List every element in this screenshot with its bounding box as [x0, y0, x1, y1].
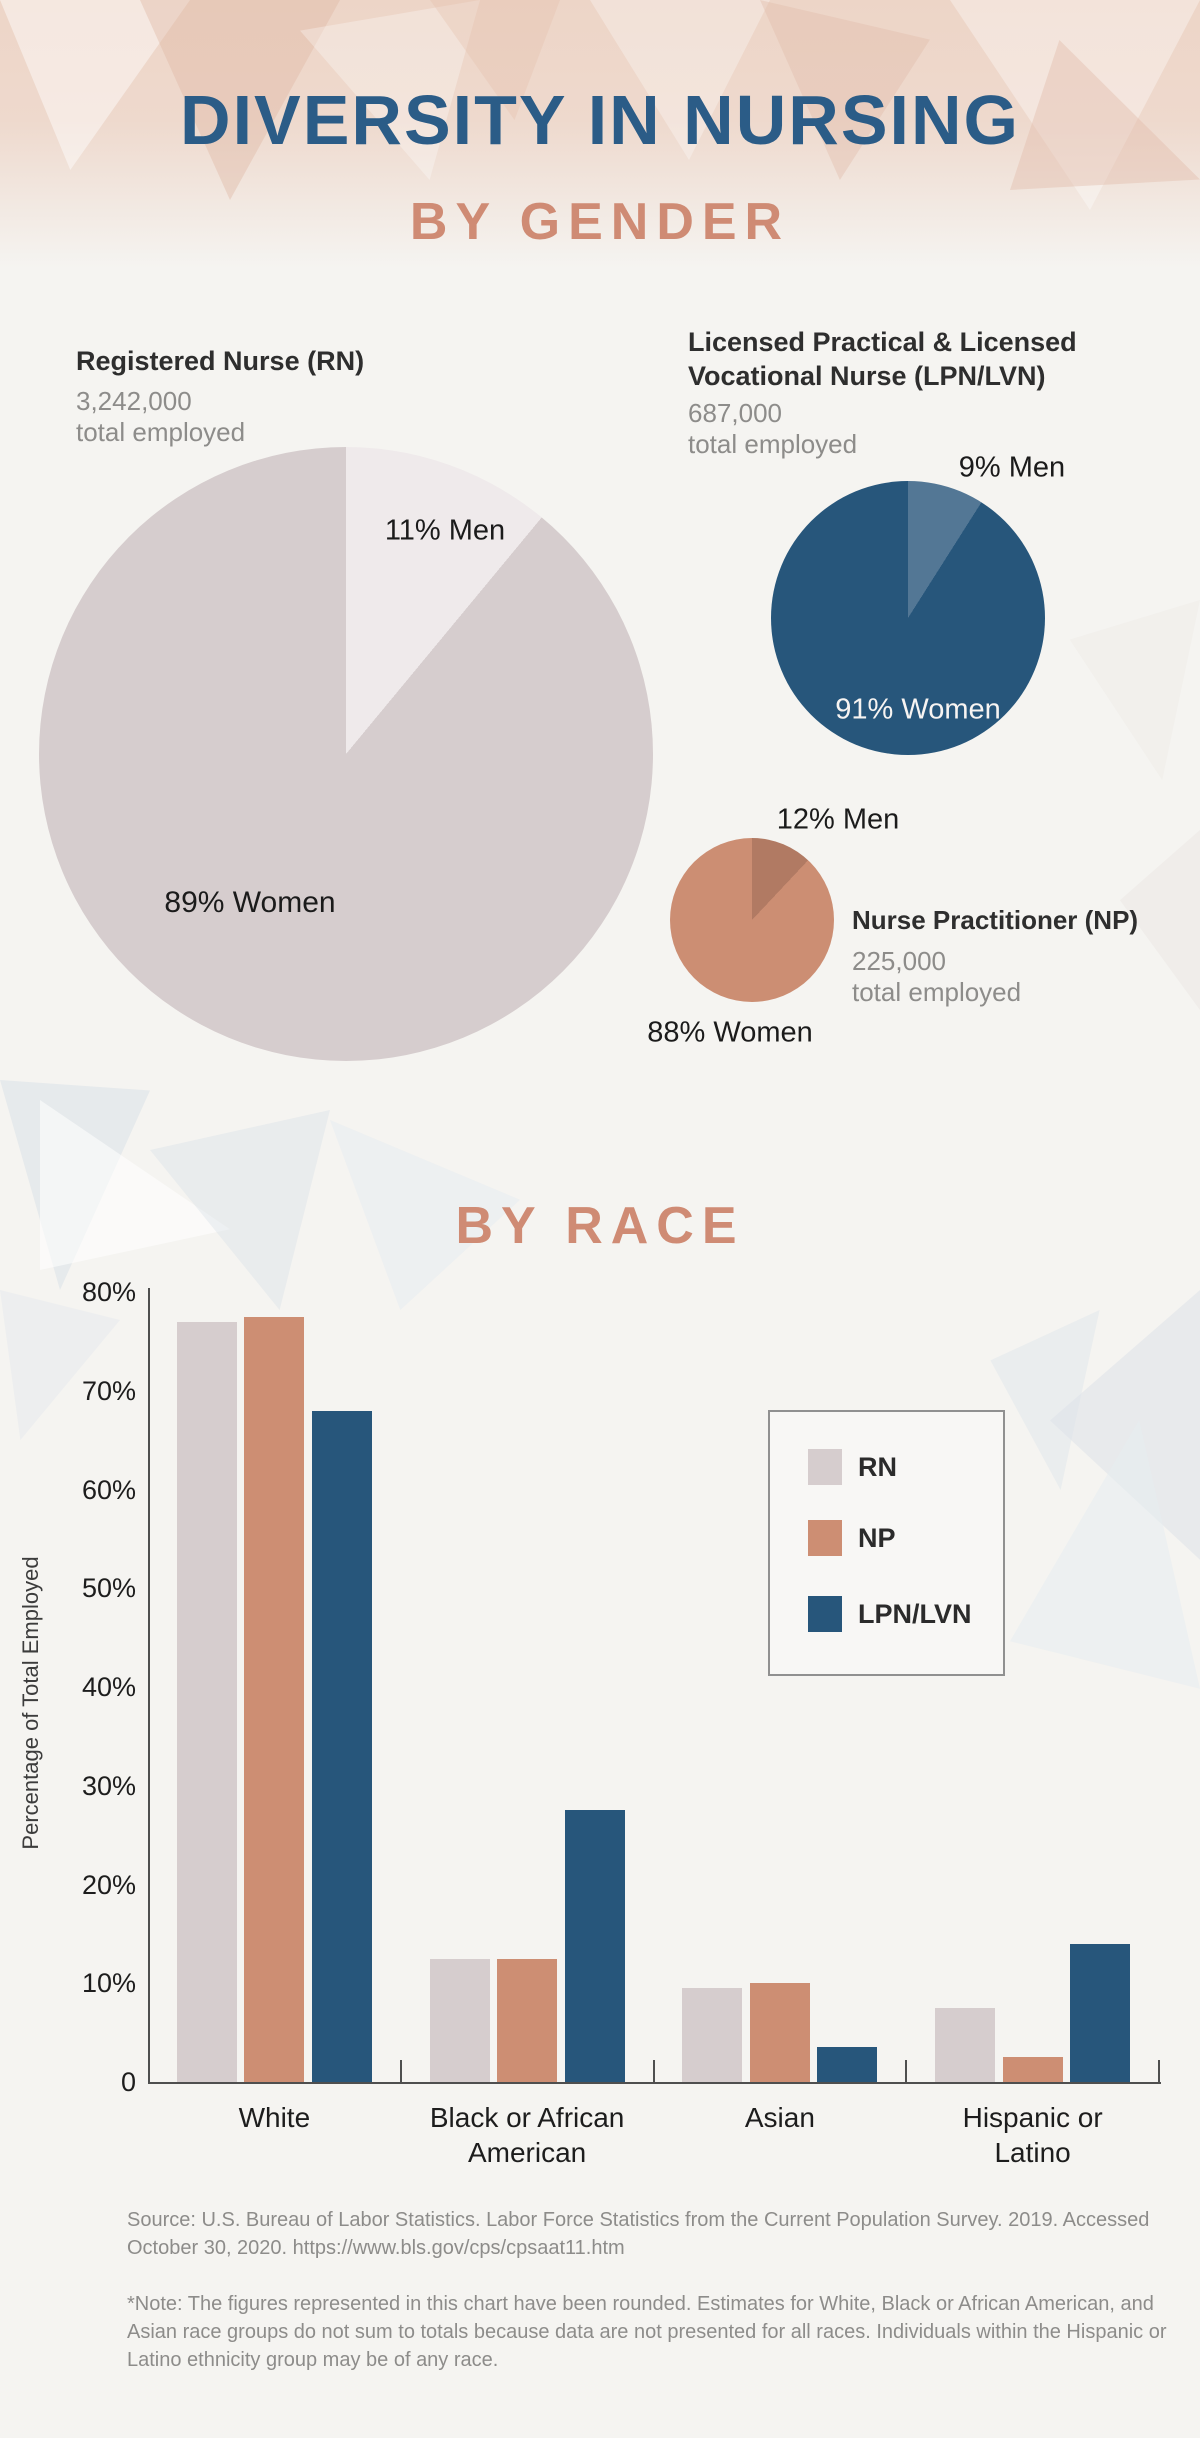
y-tick-label-40: 40% — [81, 1672, 136, 1702]
np-title: Nurse Practitioner (NP) — [852, 905, 1139, 935]
y-tick-label-10: 10% — [81, 1968, 136, 1999]
rn-total-employed: 3,242,000 — [76, 386, 192, 416]
bar-hispanic-or-latino-lpn-lvn — [1070, 1943, 1131, 2082]
lpn-title-line1: Licensed Practical & Licensed — [688, 327, 1077, 357]
source-citation: Source: U.S. Bureau of Labor Statistics.… — [127, 2209, 1150, 2259]
category-separator-tick — [905, 2060, 908, 2082]
category-separator-tick — [1158, 2060, 1160, 2082]
bar-white-rn — [176, 1321, 237, 2082]
rn-pie-chart — [39, 447, 653, 1061]
x-category-label-hispanic-or-latino: Hispanic or Latino — [962, 2102, 1103, 2168]
footnote: *Note: The figures represented in this c… — [127, 2293, 1167, 2371]
rn-women-label: 89% Women — [164, 886, 336, 919]
rn-men-label: 11% Men — [384, 514, 506, 547]
x-category-label-black-or-african-american: Black or African American — [429, 2102, 625, 2168]
lpn-legend-swatch — [808, 1596, 842, 1632]
lpn-total-employed: 687,000 — [688, 398, 782, 428]
category-separator-tick — [652, 2060, 655, 2082]
lpn-pie-chart — [771, 481, 1045, 755]
rn-legend-swatch — [808, 1449, 842, 1485]
np-men-label: 12% Men — [776, 803, 900, 836]
lpn-total-label: total employed — [688, 429, 858, 459]
y-tick-label-70: 70% — [81, 1375, 136, 1406]
lpn-women-label: 91% Women — [835, 693, 1001, 726]
y-tick-label-50: 50% — [81, 1573, 136, 1604]
bar-chart-y-axis — [148, 1288, 150, 2084]
y-tick-label-20: 20% — [81, 1869, 136, 1900]
y-tick-label-80: 80% — [81, 1277, 136, 1307]
legend-entry-rn: RN — [808, 1449, 897, 1485]
rn-legend-label: RN — [858, 1451, 897, 1482]
section-heading-by-race: BY RACE — [455, 1197, 745, 1255]
bar-asian-rn — [682, 1988, 743, 2082]
bar-asian-np — [749, 1983, 810, 2082]
bar-black-or-african-american-np — [497, 1958, 558, 2082]
bar-white-lpn-lvn — [311, 1410, 372, 2082]
lpn-title-line2: Vocational Nurse (LPN/LVN) — [688, 361, 1046, 391]
np-total-employed: 225,000 — [852, 946, 946, 976]
np-legend-swatch — [808, 1520, 842, 1556]
lpn-title: Licensed Practical & Licensed Vocational… — [688, 325, 1077, 393]
legend-entry-np: NP — [808, 1520, 896, 1556]
np-legend-label: NP — [858, 1522, 896, 1553]
np-pie-chart — [670, 838, 834, 1002]
bar-hispanic-or-latino-np — [1002, 2057, 1063, 2082]
bar-black-or-african-american-rn — [429, 1958, 490, 2082]
x-category-label-asian: Asian — [744, 2102, 815, 2133]
y-tick-label-60: 60% — [81, 1474, 136, 1505]
y-tick-label-30: 30% — [81, 1770, 136, 1801]
header-background — [0, 0, 1200, 268]
bar-white-np — [244, 1316, 305, 2082]
bar-black-or-african-american-lpn-lvn — [564, 1810, 625, 2082]
bar-chart-x-axis — [148, 2082, 1161, 2084]
lpn-men-label: 9% Men — [958, 451, 1066, 484]
bar-hispanic-or-latino-rn — [935, 2007, 996, 2082]
category-separator-tick — [399, 2060, 402, 2082]
y-tick-label-0: 0 — [120, 2067, 136, 2097]
lpn-legend-label: LPN/LVN — [858, 1598, 972, 1629]
x-category-label-white: White — [238, 2102, 311, 2133]
rn-title: Registered Nurse (RN) — [76, 346, 365, 376]
np-total-label: total employed — [852, 977, 1022, 1007]
rn-total-label: total employed — [76, 417, 246, 447]
section-heading-by-gender: BY GENDER — [409, 193, 791, 251]
bar-chart-legend: RN NP LPN/LVN — [768, 1410, 1005, 1676]
np-women-label: 88% Women — [647, 1016, 813, 1049]
bar-asian-lpn-lvn — [817, 2047, 878, 2082]
page-title: DIVERSITY IN NURSING — [180, 81, 1020, 159]
legend-entry-lpn: LPN/LVN — [808, 1596, 972, 1632]
